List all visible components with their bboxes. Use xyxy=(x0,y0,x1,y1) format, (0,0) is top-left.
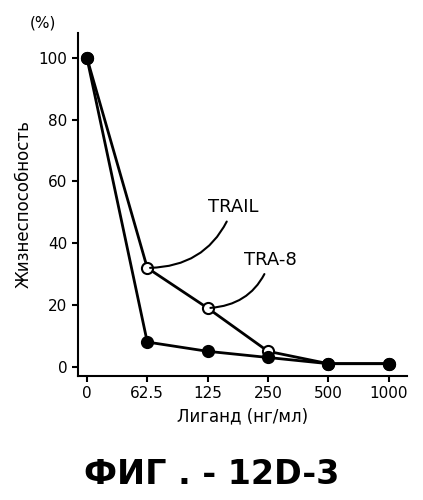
Text: ФИГ . - 12D-3: ФИГ . - 12D-3 xyxy=(84,458,339,492)
X-axis label: Лиганд (нг/мл): Лиганд (нг/мл) xyxy=(177,407,308,425)
Text: (%): (%) xyxy=(30,16,57,30)
Text: TRAIL: TRAIL xyxy=(150,198,258,268)
Y-axis label: Жизнеспособность: Жизнеспособность xyxy=(15,120,33,288)
Text: TRA-8: TRA-8 xyxy=(210,251,297,308)
